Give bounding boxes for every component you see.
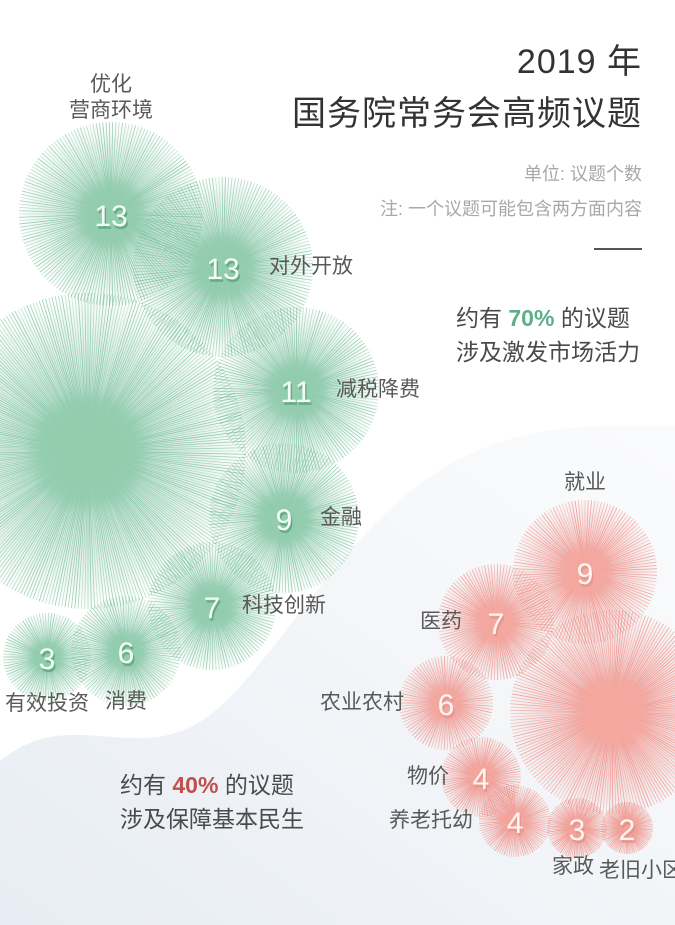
svg-text:11: 11 [280,376,311,409]
svg-text:7: 7 [204,592,221,625]
svg-text:7: 7 [488,608,505,641]
svg-text:4: 4 [473,763,490,796]
svg-text:6: 6 [118,637,135,670]
svg-text:4: 4 [507,807,524,840]
svg-text:6: 6 [438,689,455,722]
svg-text:3: 3 [569,814,586,847]
svg-text:13: 13 [206,253,239,286]
svg-text:9: 9 [577,558,594,591]
svg-text:9: 9 [276,504,293,537]
svg-text:3: 3 [39,643,56,676]
svg-text:2: 2 [619,814,636,847]
